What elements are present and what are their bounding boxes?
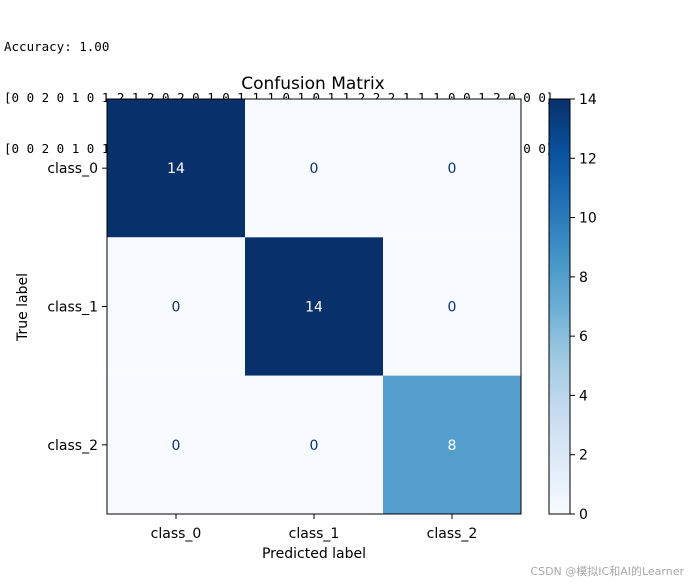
x-axis-ticks: class_0 class_1 class_2 [151, 514, 478, 542]
y-tick-label: class_2 [47, 438, 98, 454]
cell-value-0-1: 0 [310, 161, 319, 177]
heatmap-cell-2-0 [107, 375, 245, 514]
y-tick-label: class_1 [47, 300, 98, 316]
cell-value-2-0: 0 [172, 438, 181, 454]
chart-title: Confusion Matrix [241, 74, 385, 94]
colorbar [548, 98, 571, 515]
colorbar-tick-label: 0 [579, 507, 588, 523]
colorbar-tick-label: 6 [579, 329, 588, 345]
colorbar-tick-label: 2 [579, 448, 588, 464]
predictions-line: [0 0 2 0 1 0 1 2 1 2 0 2 0 1 0 1 1 1 0 1… [4, 90, 554, 105]
heatmap-cell-1-2 [383, 237, 521, 376]
cell-value-2-2: 8 [448, 438, 457, 454]
colorbar-tick-label: 8 [579, 270, 588, 286]
accuracy-line: Accuracy: 1.00 [4, 39, 110, 54]
colorbar-tick-label: 4 [579, 388, 588, 404]
heatmap-cell-2-2 [383, 375, 521, 514]
heatmap-cell-1-0 [107, 237, 245, 376]
heatmap-cell-labels: 14 0 0 0 14 0 0 0 8 [167, 161, 456, 454]
x-tick-label: class_0 [151, 526, 202, 542]
cell-value-1-1: 14 [305, 300, 323, 316]
cell-value-1-0: 0 [172, 300, 181, 316]
colorbar-tick-label: 10 [579, 211, 597, 227]
heatmap-cell-0-0 [107, 99, 245, 238]
y-axis-label: True label [15, 273, 31, 342]
y-tick-label: class_0 [47, 161, 98, 177]
cell-value-0-2: 0 [448, 161, 457, 177]
heatmap-cell-1-1 [245, 237, 383, 376]
heatmap-cells [107, 99, 521, 514]
heatmap-cell-2-1 [245, 375, 383, 514]
heatmap-cell-0-1 [245, 99, 383, 238]
x-tick-label: class_1 [289, 526, 340, 542]
heatmap-cell-0-2 [383, 99, 521, 238]
x-axis-label: Predicted label [262, 546, 366, 562]
cell-value-1-2: 0 [448, 300, 457, 316]
cell-value-2-1: 0 [310, 438, 319, 454]
cell-value-0-0: 14 [167, 161, 185, 177]
x-tick-label: class_2 [427, 526, 478, 542]
watermark: CSDN @模拟IC和AI的Learner [530, 565, 684, 578]
colorbar-tick-label: 12 [579, 151, 597, 167]
colorbar-ticks: 0 2 4 6 8 10 12 14 [570, 92, 597, 523]
colorbar-tick-label: 14 [579, 92, 597, 108]
y-axis-ticks: class_0 class_1 class_2 [47, 161, 107, 454]
